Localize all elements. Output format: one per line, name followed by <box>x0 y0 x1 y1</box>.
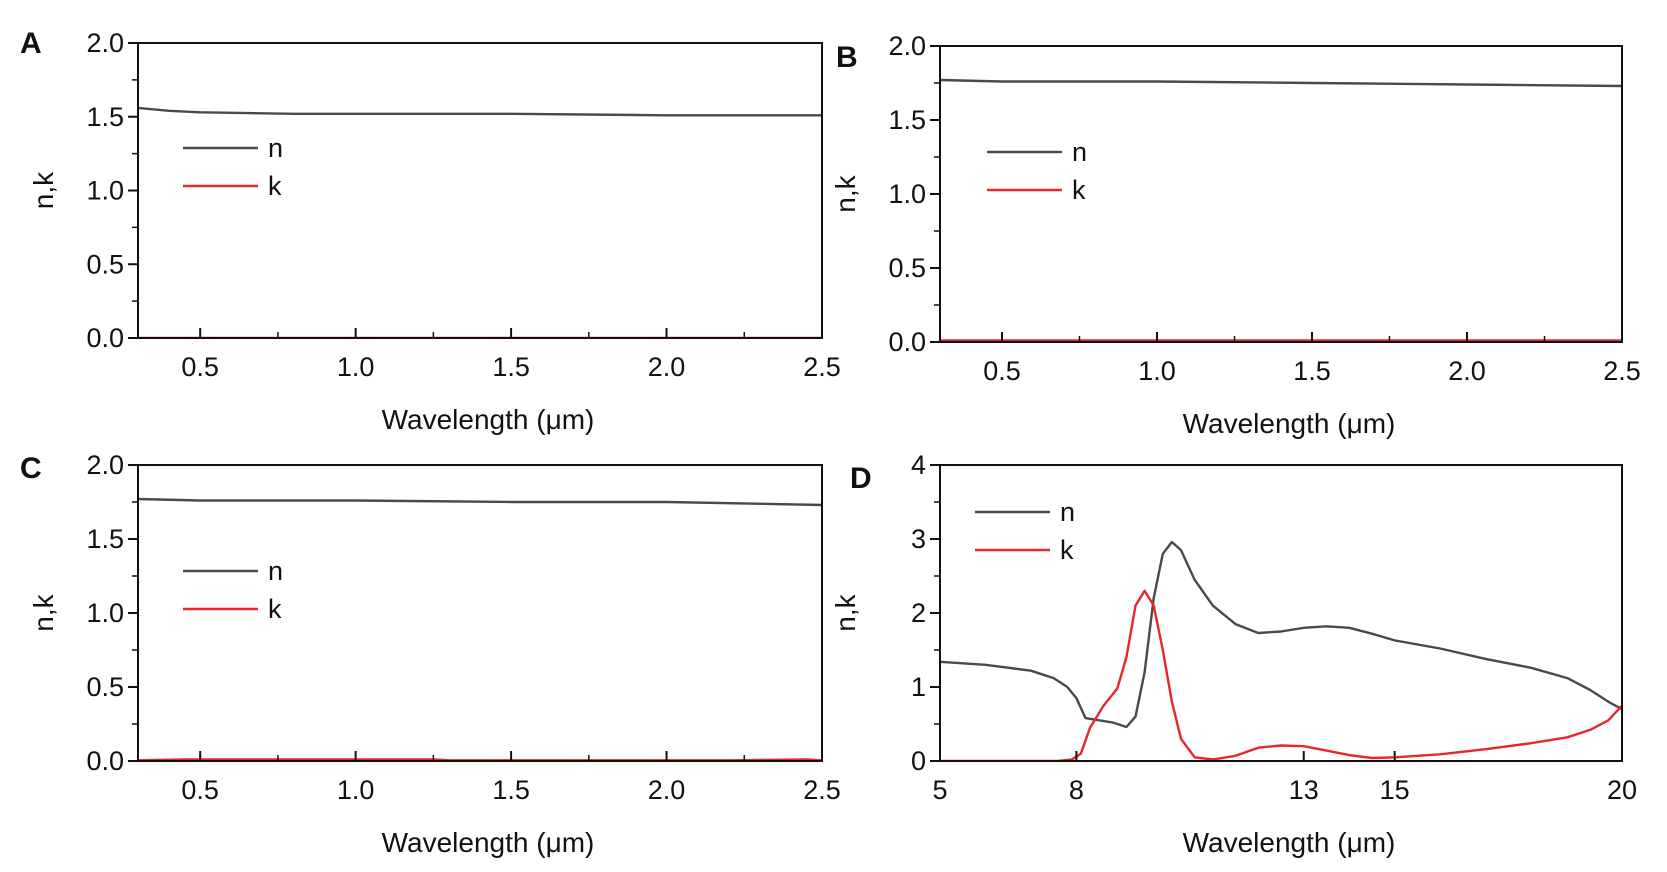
panel-c-y-tick-label: 0.0 <box>86 746 124 776</box>
panel-a-plot-frame <box>137 42 823 339</box>
panel-b-y-tick-label: 1.5 <box>888 105 926 135</box>
panel-a-x-tick-label: 1.0 <box>337 352 375 382</box>
panel-d-plot-frame <box>939 464 1623 762</box>
panel-b-x-axis-label: Wavelength (μm) <box>1183 408 1396 439</box>
panel-c-series-n-line <box>138 497 822 507</box>
panel-d-x-tick-label: 20 <box>1607 775 1637 805</box>
panel-c-plot-frame <box>137 464 823 762</box>
panel-c-legend-label-k: k <box>268 594 282 624</box>
panel-c-x-tick-label: 1.0 <box>337 775 375 805</box>
panel-d-x-tick-label: 5 <box>932 775 947 805</box>
panel-d: D 5 8 13 15 20 0 1 2 3 4 Wavelength (μm) n,k nk <box>830 450 1637 858</box>
panel-b-x-tick-label: 2.0 <box>1448 356 1486 386</box>
panel-c-y-axis-label: n,k <box>28 593 59 631</box>
panel-a-letter: A <box>20 27 42 60</box>
panel-b-legend-label-n: n <box>1072 137 1087 167</box>
panel-b-letter: B <box>836 41 858 74</box>
panel-d-x-axis-label: Wavelength (μm) <box>1183 827 1396 858</box>
panel-a-x-tick-label: 2.0 <box>648 352 686 382</box>
panel-c-x-tick-label: 0.5 <box>181 775 219 805</box>
panel-a-x-tick-label: 1.5 <box>492 352 530 382</box>
panel-a-y-tick-label: 0.5 <box>86 249 124 279</box>
panel-d-y-tick-label: 3 <box>911 524 926 554</box>
panel-b-y-tick-label: 0.0 <box>888 327 926 357</box>
panel-a-legend-label-k: k <box>268 171 282 201</box>
panel-c-y-tick-label: 0.5 <box>86 672 124 702</box>
panel-b-x-tick-label: 1.5 <box>1293 356 1331 386</box>
panel-c-y-tick-label: 1.5 <box>86 524 124 554</box>
panel-a-legend-label-n: n <box>268 133 283 163</box>
panel-a-y-tick-label: 0.0 <box>86 323 124 353</box>
panel-b-y-tick-label: 2.0 <box>888 31 926 61</box>
panel-b: B 0.5 1.0 1.5 2.0 2.5 0.0 0.5 1.0 1.5 2.0 Wavelengt… <box>830 31 1641 439</box>
panel-b-plot-frame <box>939 45 1623 343</box>
panel-b-y-axis-label: n,k <box>830 174 861 212</box>
panel-c-legend-label-n: n <box>268 556 283 586</box>
panel-b-y-tick-label: 1.0 <box>888 179 926 209</box>
panel-b-y-tick-label: 0.5 <box>888 253 926 283</box>
panel-c-y-tick-label: 1.0 <box>86 598 124 628</box>
panel-c-y-tick-label: 2.0 <box>86 450 124 480</box>
panel-c-x-tick-label: 1.5 <box>492 775 530 805</box>
panel-d-series-k-line <box>940 589 1622 761</box>
panel-a-y-axis-label: n,k <box>28 171 59 209</box>
panel-a-x-tick-label: 2.5 <box>803 352 841 382</box>
panel-a-legend: nk <box>183 133 283 201</box>
panel-b-legend: nk <box>987 137 1087 205</box>
panel-a: A 0.5 1.0 1.5 2.0 2.5 0.0 0.5 1.0 1.5 2.0 Wavelengt… <box>20 27 841 435</box>
panel-b-legend-label-k: k <box>1072 175 1086 205</box>
panel-d-y-tick-label: 1 <box>911 672 926 702</box>
panel-d-y-tick-label: 2 <box>911 598 926 628</box>
panel-d-y-tick-label: 4 <box>911 450 926 480</box>
panel-d-x-tick-label: 8 <box>1069 775 1084 805</box>
panel-a-x-axis-label: Wavelength (μm) <box>382 404 595 435</box>
panel-c-legend: nk <box>183 556 283 624</box>
panel-b-x-tick-label: 0.5 <box>983 356 1021 386</box>
panel-c-x-tick-label: 2.5 <box>803 775 841 805</box>
panel-d-x-tick-label: 13 <box>1289 775 1319 805</box>
panel-d-series-n-line <box>940 540 1622 729</box>
panel-d-y-tick-label: 0 <box>911 746 926 776</box>
panel-d-letter: D <box>850 462 872 495</box>
panel-d-legend-label-n: n <box>1060 497 1075 527</box>
panel-a-y-tick-label: 1.5 <box>86 102 124 132</box>
panel-b-series-n-line <box>940 78 1622 88</box>
panel-a-y-tick-label: 2.0 <box>86 28 124 58</box>
panel-d-x-tick-label: 15 <box>1380 775 1410 805</box>
panel-d-legend-label-k: k <box>1060 535 1074 565</box>
panel-c: C 0.5 1.0 1.5 2.0 2.5 0.0 0.5 1.0 1.5 2.0 Wavelengt… <box>20 450 841 858</box>
panel-c-x-tick-label: 2.0 <box>648 775 686 805</box>
panel-a-y-tick-label: 1.0 <box>86 176 124 206</box>
panel-d-y-axis-label: n,k <box>830 593 861 631</box>
panel-b-x-tick-label: 1.0 <box>1138 356 1176 386</box>
panel-b-x-tick-label: 2.5 <box>1603 356 1641 386</box>
panel-c-letter: C <box>20 452 42 485</box>
panel-d-legend: nk <box>975 497 1075 565</box>
panel-a-series-n-line <box>138 106 822 117</box>
panel-a-x-tick-label: 0.5 <box>181 352 219 382</box>
panel-c-x-axis-label: Wavelength (μm) <box>382 827 595 858</box>
